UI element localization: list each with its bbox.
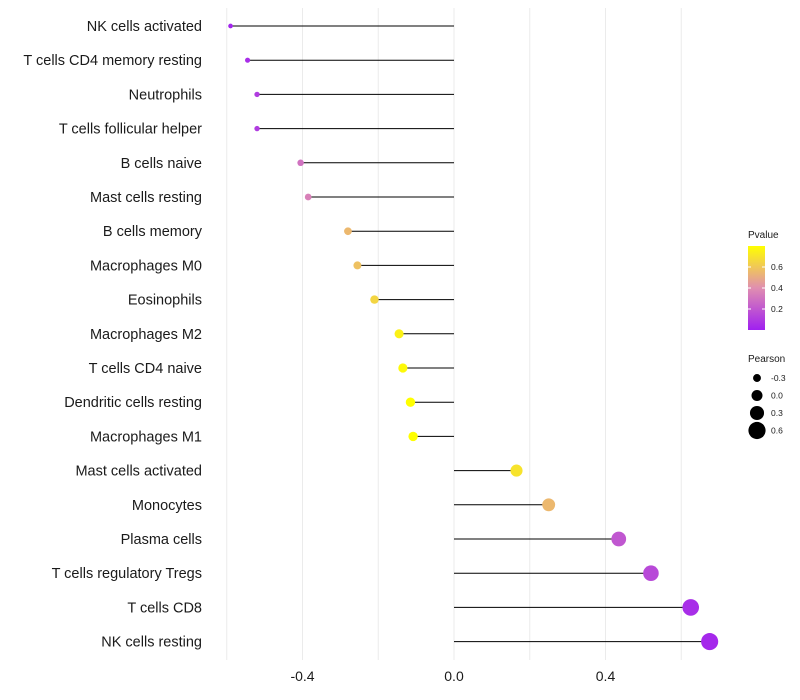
lollipop-point — [304, 193, 312, 201]
category-label: Macrophages M1 — [90, 429, 202, 445]
lollipop-point — [370, 295, 379, 304]
category-label: B cells memory — [103, 224, 203, 240]
point-layer — [228, 23, 719, 651]
category-label: T cells CD8 — [127, 600, 202, 616]
category-label: Neutrophils — [129, 87, 202, 103]
lollipop-point — [542, 498, 556, 512]
grid-layer — [226, 8, 682, 660]
x-tick-label: 0.0 — [444, 668, 464, 684]
size-legend-label: -0.3 — [771, 373, 786, 383]
category-label: Dendritic cells resting — [64, 395, 202, 411]
color-legend-tick-label: 0.2 — [771, 304, 783, 314]
x-tick-label: 0.4 — [596, 668, 616, 684]
lollipop-point — [405, 397, 416, 407]
color-legend-tick-label: 0.4 — [771, 283, 783, 293]
stem-layer — [230, 25, 710, 643]
color-legend-bar — [748, 246, 765, 330]
category-label: NK cells resting — [101, 635, 202, 651]
category-label: T cells CD4 memory resting — [23, 53, 202, 69]
size-legend-key — [748, 421, 766, 440]
category-label: Plasma cells — [121, 532, 202, 548]
lollipop-point — [682, 599, 700, 616]
size-legend-key — [749, 405, 765, 421]
color-legend-tick-label: 0.6 — [771, 262, 783, 272]
lollipop-point — [344, 227, 352, 236]
lollipop-point — [254, 91, 260, 98]
category-label: Mast cells resting — [90, 190, 202, 206]
x-tick-label: -0.4 — [290, 668, 314, 684]
size-legend-label: 0.0 — [771, 391, 783, 401]
lollipop-point — [398, 363, 408, 373]
lollipop-point — [611, 531, 627, 547]
size-legend-label: 0.3 — [771, 408, 783, 418]
lollipop-point — [408, 431, 418, 442]
lollipop-point — [228, 23, 233, 29]
lollipop-point — [394, 329, 404, 339]
lollipop-point — [643, 565, 659, 581]
category-label: NK cells activated — [87, 19, 202, 35]
category-label: Macrophages M2 — [90, 327, 202, 343]
x-tick-labels: -0.4 0.0 0.4 — [290, 668, 615, 684]
category-label: T cells regulatory Tregs — [52, 566, 202, 582]
category-label: Monocytes — [132, 498, 202, 514]
lollipop-point — [254, 125, 260, 132]
lollipop-point — [353, 261, 362, 270]
size-legend-label: 0.6 — [771, 426, 783, 436]
lollipop-point — [245, 57, 251, 63]
category-labels: NK cells activated T cells CD4 memory res… — [23, 19, 202, 651]
legend: Pvalue Pearson 0.6 0.4 0.2 -0.3 0.0 0.3 0.6 — [748, 230, 786, 440]
category-label: B cells naive — [121, 156, 202, 172]
size-legend-key — [753, 374, 761, 382]
category-label: Eosinophils — [128, 293, 202, 309]
category-label: T cells follicular helper — [59, 122, 202, 138]
category-label: Mast cells activated — [75, 464, 202, 480]
lollipop-point — [701, 633, 719, 651]
color-legend-title: Pvalue — [748, 230, 779, 241]
lollipop-point — [510, 464, 523, 477]
category-label: T cells CD4 naive — [89, 361, 202, 377]
lollipop-point — [297, 159, 304, 167]
size-legend-title: Pearson — [748, 354, 785, 365]
category-label: Macrophages M0 — [90, 258, 202, 274]
size-legend-key — [751, 389, 763, 402]
